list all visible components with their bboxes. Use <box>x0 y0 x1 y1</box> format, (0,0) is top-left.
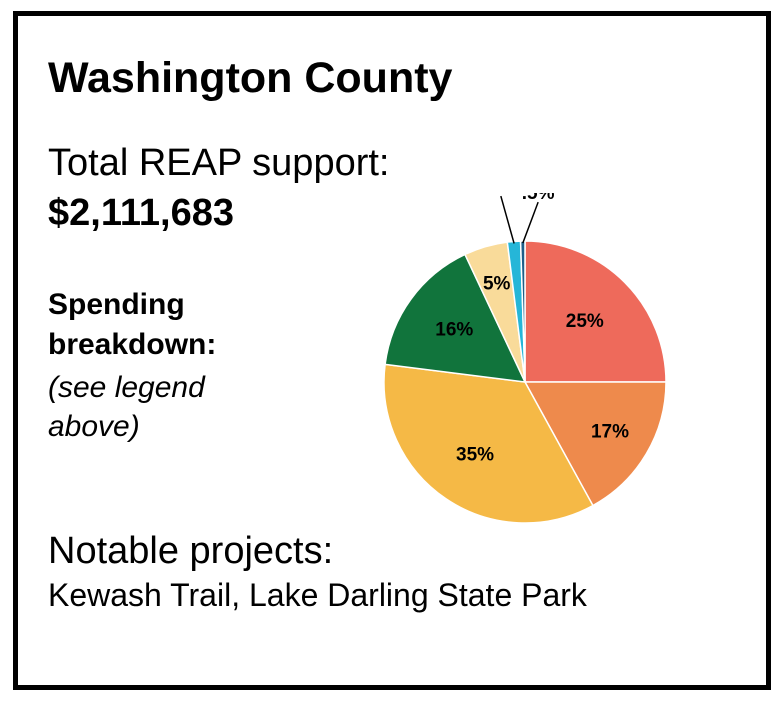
pie-slice-label-5: 5% <box>483 274 511 295</box>
pie-leader-line-7 <box>522 201 539 244</box>
spending-breakdown-label-2: breakdown: <box>48 328 217 361</box>
spending-breakdown-label: Spending <box>48 288 185 321</box>
total-support-value: $2,111,683 <box>48 192 234 234</box>
county-title: Washington County <box>48 54 453 102</box>
notable-projects-value: Kewash Trail, Lake Darling State Park <box>48 577 587 613</box>
legend-note-2: above) <box>48 410 140 443</box>
spending-pie-chart: 25% 17% 35% 16% 5% 1.5%.5% <box>383 193 667 524</box>
county-card: Washington County Total REAP support: $2… <box>13 11 771 690</box>
legend-note: (see legend <box>48 371 205 404</box>
pie-slice-1 <box>524 240 667 383</box>
pie-slice-label-6: 1.5% <box>479 193 522 198</box>
pie-slice-label-3: 35% <box>456 444 494 465</box>
total-support-label: Total REAP support: <box>48 142 390 184</box>
pie-slice-4 <box>384 253 527 383</box>
pie-leader-line-6 <box>500 195 515 244</box>
notable-projects-label: Notable projects: <box>48 530 334 572</box>
pie-slice-3 <box>383 363 594 524</box>
pie-slice-label-7: .5% <box>522 193 555 204</box>
pie-slice-label-2: 17% <box>591 421 629 442</box>
pie-slice-label-4: 16% <box>435 320 473 341</box>
pie-slice-label-1: 25% <box>566 311 604 332</box>
pie-slice-2 <box>523 381 667 507</box>
